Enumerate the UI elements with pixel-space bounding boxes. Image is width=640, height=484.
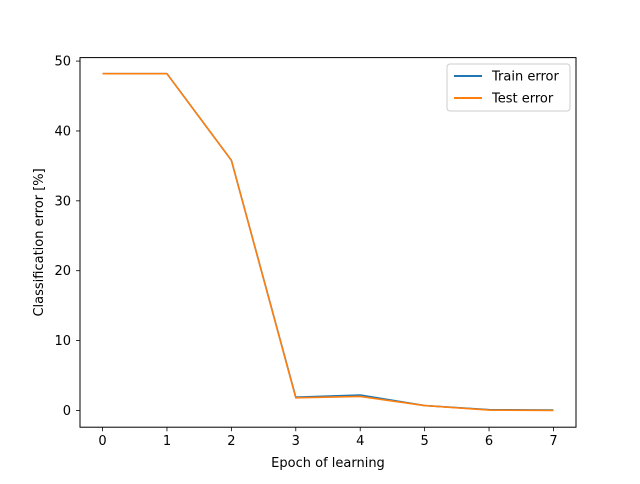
- plot-area-frame: [79, 57, 577, 428]
- y-tick-label: 0: [63, 404, 71, 419]
- x-tick-label: 6: [485, 434, 493, 449]
- y-tick-label: 40: [54, 124, 71, 139]
- y-axis: 0 10 20 30 40 50: [54, 55, 80, 419]
- y-tick-label: 10: [54, 334, 71, 349]
- x-tick-label: 0: [98, 434, 106, 449]
- y-tick-label: 50: [54, 55, 71, 70]
- x-tick-label: 7: [549, 434, 557, 449]
- legend: Train error Test error: [446, 63, 571, 112]
- series-line-test-error: [102, 72, 554, 412]
- x-axis: 0 1 2 3 4 5 6 7: [98, 427, 558, 449]
- x-tick-label: 3: [292, 434, 300, 449]
- legend-label-test-error: Test error: [491, 92, 554, 107]
- x-tick-label: 5: [420, 434, 428, 449]
- legend-label-train-error: Train error: [491, 70, 559, 85]
- series-layer: [102, 72, 554, 412]
- x-axis-label: Epoch of learning: [271, 456, 385, 471]
- x-tick-label: 1: [163, 434, 171, 449]
- y-tick-label: 20: [54, 264, 71, 279]
- x-tick-label: 4: [356, 434, 364, 449]
- y-tick-label: 30: [54, 194, 71, 209]
- y-axis-label: Classification error [%]: [32, 168, 47, 316]
- x-tick-label: 2: [227, 434, 235, 449]
